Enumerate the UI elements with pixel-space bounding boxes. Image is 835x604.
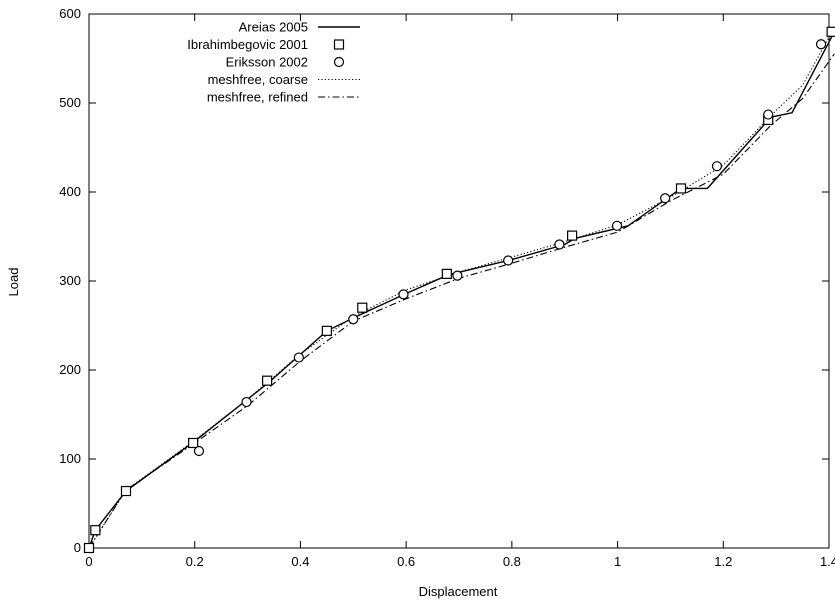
x-tick-label: 1.4 — [820, 554, 835, 569]
x-axis-title: Displacement — [419, 584, 498, 599]
series-1-point — [567, 230, 578, 241]
series-2-point — [193, 445, 205, 457]
series-1-point — [262, 375, 273, 386]
series-1-point — [90, 525, 101, 536]
y-tick-label: 0 — [74, 540, 81, 555]
x-tick-label: 0.2 — [186, 554, 204, 569]
series-1-point — [826, 26, 835, 37]
series-1-point — [120, 485, 132, 497]
series-2-point — [611, 220, 623, 231]
y-tick-label: 200 — [59, 362, 81, 377]
series-2-point — [763, 109, 774, 120]
series-0-line — [88, 31, 835, 549]
legend: Areias 2005 Ibrahimbegovic 2001 Eriksson 2… — [187, 20, 360, 105]
legend-marker — [333, 56, 345, 68]
series-2-point — [660, 193, 671, 204]
series-2-point — [815, 39, 827, 50]
plot-series — [83, 26, 835, 554]
series-1-point — [441, 268, 452, 279]
series-4-line — [88, 53, 835, 549]
series-2-point — [711, 161, 723, 172]
y-axis-title: Load — [6, 268, 21, 297]
y-tick-label: 600 — [59, 6, 81, 21]
series-2-point — [503, 255, 514, 266]
series-3-line — [88, 27, 835, 549]
legend-label: meshfree, coarse — [208, 72, 308, 87]
series-1-point — [188, 437, 199, 449]
legend-label: meshfree, refined — [207, 90, 308, 105]
legend-label: Ibrahimbegovic 2001 — [187, 37, 308, 52]
series-1-point — [83, 542, 95, 554]
x-tick-label: 1.2 — [714, 554, 732, 569]
axes: 0 0.2 0.4 0.6 0.8 1 1.2 1.4 0 100 200 300 400 500 600 — [59, 6, 835, 569]
x-tick-label: 0 — [85, 554, 92, 569]
legend-marker — [333, 39, 345, 50]
series-2-point — [452, 270, 463, 281]
legend-label: Areias 2005 — [239, 20, 308, 35]
y-tick-label: 100 — [59, 451, 81, 466]
series-1-point — [321, 325, 332, 336]
plot-frame — [88, 13, 830, 549]
y-tick-label: 400 — [59, 184, 81, 199]
series-2-point — [398, 289, 409, 300]
x-tick-label: 1 — [614, 554, 621, 569]
legend-label: Eriksson 2002 — [226, 55, 308, 70]
series-2-point — [554, 239, 565, 250]
series-2-point — [348, 314, 359, 325]
y-tick-label: 500 — [59, 95, 81, 110]
x-tick-label: 0.4 — [291, 554, 309, 569]
series-2-point — [293, 352, 304, 363]
y-tick-label: 300 — [59, 273, 81, 288]
series-1-point — [675, 183, 687, 194]
series-2-point — [241, 396, 252, 408]
series-1-point — [357, 302, 368, 313]
x-tick-label: 0.6 — [397, 554, 415, 569]
x-tick-label: 0.8 — [503, 554, 521, 569]
